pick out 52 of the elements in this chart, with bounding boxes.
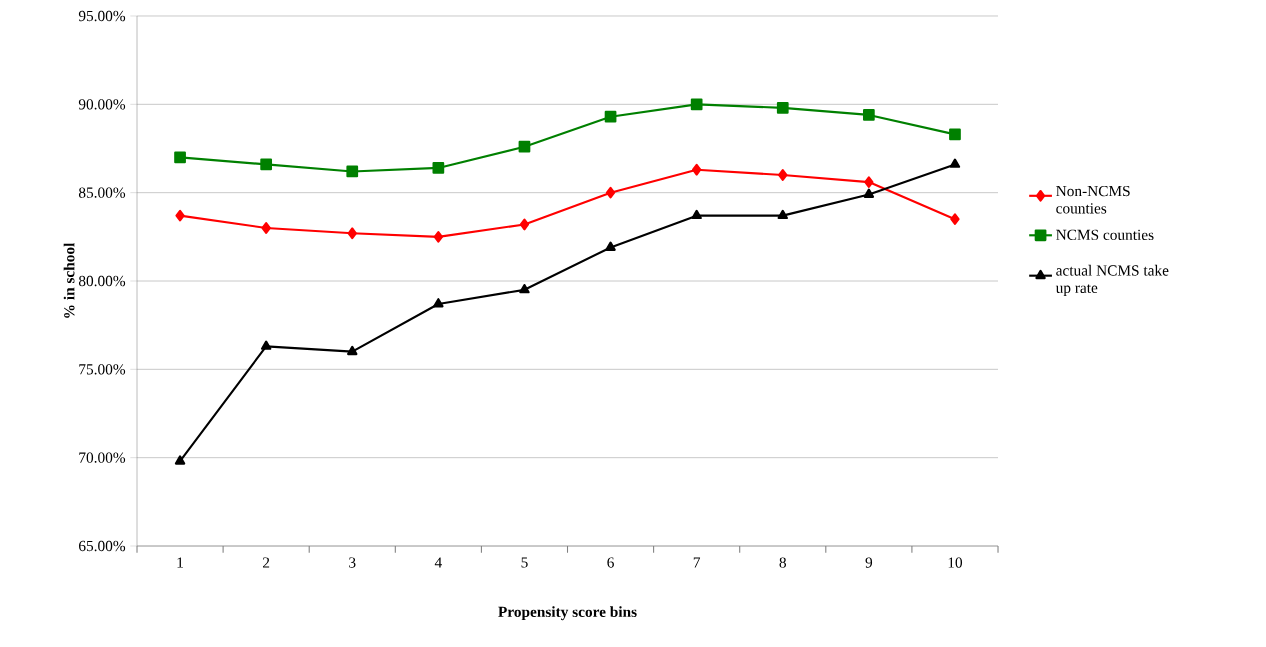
y-tick-label: 65.00% (79, 540, 126, 552)
x-tick-label: 5 (521, 557, 528, 568)
point (949, 158, 961, 168)
point (605, 186, 616, 199)
x-tick-label: 9 (865, 557, 873, 568)
point (433, 298, 444, 308)
y-tick-label: 90.00% (78, 99, 126, 110)
y-tick-label: 70.00% (79, 452, 126, 463)
x-tick-label: 6 (607, 557, 614, 568)
y-tick-label: 95.00% (78, 10, 126, 22)
point (605, 241, 616, 251)
point (690, 98, 703, 111)
point (518, 140, 531, 153)
x-tick-label: 1 (177, 557, 183, 568)
y-axis-title: % in school (63, 242, 75, 318)
point (174, 455, 186, 465)
point (949, 128, 961, 141)
point (347, 345, 358, 356)
point (261, 222, 271, 234)
legend-label: actual NCMS take up rate (1055, 264, 1169, 297)
point (346, 165, 359, 178)
point (863, 188, 875, 198)
legend-label: Non-NCMS counties (1056, 185, 1130, 214)
point (519, 218, 530, 231)
point (260, 340, 272, 350)
point (260, 158, 273, 171)
x-tick-label: 2 (262, 557, 270, 568)
point (950, 213, 960, 226)
y-tick-label: 80.00% (78, 275, 126, 287)
point (347, 227, 357, 240)
point (862, 109, 875, 121)
x-axis-title: Propensity score bins (498, 606, 637, 621)
point (432, 162, 445, 174)
y-tick-label: 75.00% (79, 364, 126, 375)
x-tick-label: 10 (948, 557, 963, 568)
x-tick-label: 8 (779, 557, 787, 568)
point (691, 209, 702, 220)
point (174, 151, 186, 164)
y-tick-label: 85.00% (78, 187, 126, 198)
x-tick-label: 4 (434, 557, 442, 568)
point (864, 176, 874, 188)
point (691, 163, 702, 176)
x-tick-label: 7 (693, 557, 701, 568)
point (777, 209, 788, 220)
x-tick-label: 3 (349, 557, 356, 568)
point (519, 283, 530, 294)
point (778, 169, 788, 181)
point (604, 110, 617, 123)
legend-label: NCMS counties (1056, 229, 1154, 241)
point (175, 209, 185, 222)
point (776, 102, 789, 114)
point (433, 230, 444, 243)
